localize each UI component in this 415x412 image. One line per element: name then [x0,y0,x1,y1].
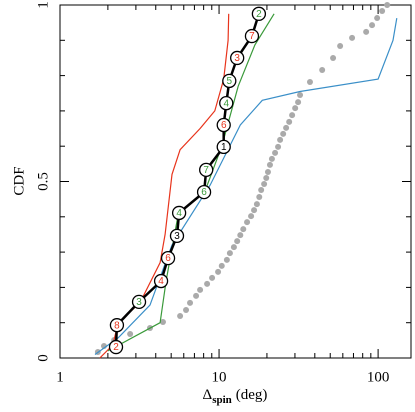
data-dot [193,292,200,299]
data-dot [266,161,273,168]
data-dot [275,143,282,150]
data-dot [187,299,194,306]
data-dot [280,130,287,137]
x-axis-label: Δspin (deg) [203,387,268,405]
point-label: 3 [234,53,240,64]
data-dot [237,232,244,239]
data-dot [127,330,134,337]
data-dot [369,22,376,29]
data-dot [253,201,260,208]
data-dot [349,34,356,41]
data-dot [183,306,190,313]
data-dot [226,250,233,257]
x-tick-label: 1 [56,369,64,385]
marker [251,6,267,21]
marker [171,205,187,221]
data-dot [258,186,265,193]
y-tick-label: 0.5 [35,172,51,191]
marker [230,50,245,66]
marker [219,95,234,111]
marker [222,73,237,89]
marker [196,184,212,200]
marker [131,294,147,310]
x-tick-label: 10 [212,369,227,385]
x-label-subscript: spin [212,394,232,406]
data-dot [289,112,296,119]
data-dot [251,207,258,214]
data-dot [306,78,313,85]
data-dot [272,149,279,156]
data-dot [384,2,391,8]
data-dot [209,274,216,281]
data-dot [240,226,247,233]
point-label: 7 [203,165,209,176]
data-dot [197,286,204,293]
data-dot [244,219,251,226]
marker [169,228,185,244]
point-label: 4 [158,276,164,287]
point-label: 3 [136,297,142,308]
point-label: 6 [165,253,171,264]
marker [108,339,124,355]
x-tick-label: 100 [367,369,390,385]
point-label: 3 [174,231,180,242]
marker [216,139,231,155]
point-label: 4 [176,208,182,219]
data-dot [277,136,284,143]
data-dot [379,8,386,15]
point-label: 2 [256,9,262,20]
marker [109,318,125,333]
point-label: 6 [221,120,227,131]
x-label-unit: (deg) [236,387,268,403]
y-tick-label: 1 [35,1,51,9]
data-dot [264,168,271,175]
data-dot [256,194,263,201]
marker [199,162,214,178]
data-dot [248,213,255,220]
data-dot [363,28,370,35]
data-dot [295,99,302,106]
y-tick-label: 0 [35,354,51,362]
point-label: 7 [249,31,255,42]
marker [244,28,260,44]
data-dot [159,318,166,325]
data-dot [286,118,293,125]
point-label: 4 [223,98,229,109]
data-dot [297,92,304,99]
data-dot [319,66,326,73]
data-dot [218,262,225,269]
data-dot [215,268,222,275]
marker [160,250,176,266]
y-axis-label: CDF [11,166,27,195]
data-dot [292,105,299,112]
series-line [114,13,261,348]
data-dot [204,280,211,287]
point-label: 1 [221,142,227,153]
marker [153,273,169,289]
point-label: 6 [201,187,207,198]
point-label: 8 [114,320,120,331]
data-dot [230,244,237,251]
point-label: 2 [113,342,119,353]
marker [216,117,231,133]
data-dot [330,54,337,61]
data-dot [234,238,241,245]
data-dot [374,15,381,22]
data-dot [283,124,290,131]
data-dot [261,180,268,187]
data-dot [177,312,184,319]
series-line [94,17,398,355]
point-label: 5 [227,76,233,87]
data-dot [337,42,344,49]
data-dot [268,155,275,162]
data-dot [223,256,230,263]
x-label-symbol: Δ [203,387,213,403]
data-dot [263,174,270,181]
